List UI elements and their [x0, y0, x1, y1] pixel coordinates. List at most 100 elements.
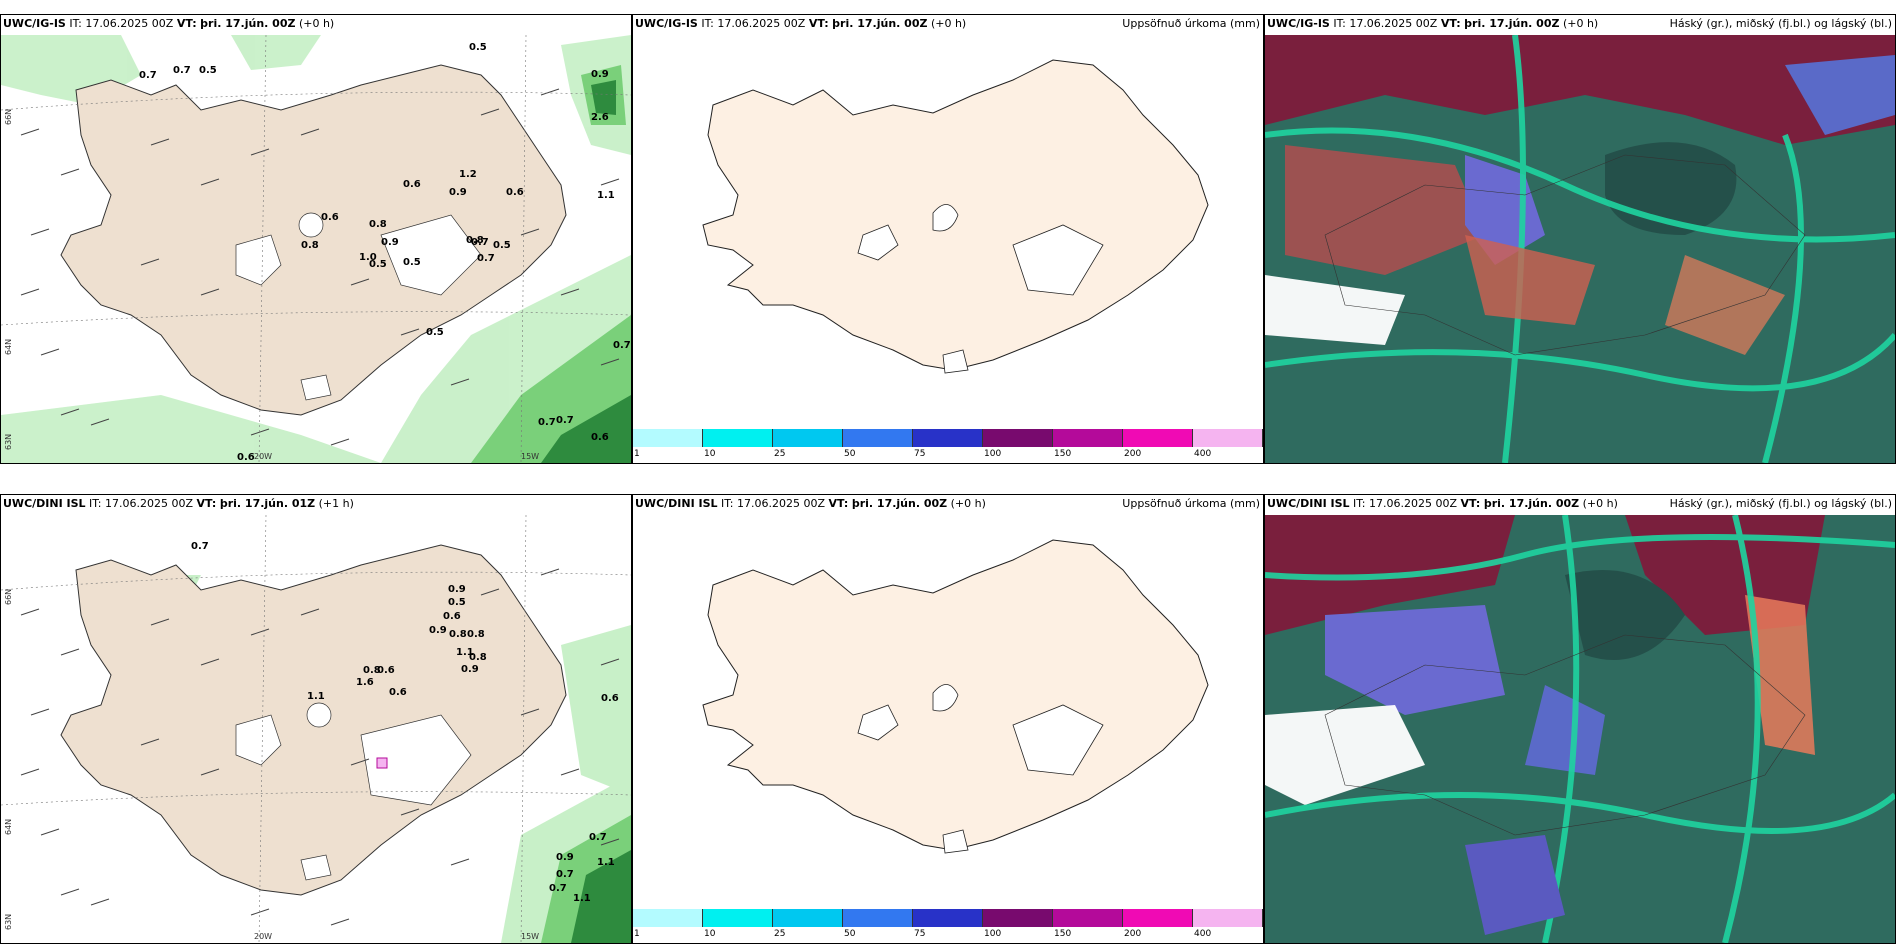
- valid-label: VT:: [808, 17, 829, 30]
- lead-time: (+0 h): [1562, 17, 1599, 30]
- precip-value: 0.9: [556, 852, 574, 863]
- precip-value: 0.7: [173, 65, 191, 76]
- init-time: IT: 17.06.2025 00Z: [69, 17, 174, 30]
- colorbar-cell: [773, 909, 843, 927]
- colorbar-tick-label: 400: [1194, 929, 1212, 939]
- model-name: UWC/IG-IS: [635, 17, 698, 30]
- precip-value: 0.5: [469, 42, 487, 53]
- panel-field-title: Háský (gr.), miðský (fj.bl.) og lágský (…: [1669, 17, 1892, 30]
- colorbar-tick-label: 50: [844, 929, 856, 939]
- colorbar-tick-label: 200: [1124, 449, 1142, 459]
- accum-precip-map: [702, 59, 1209, 374]
- colorbar-tick-label: 100: [984, 929, 1002, 939]
- precip-value: 0.5: [369, 259, 387, 270]
- colorbar-cell: [913, 909, 983, 927]
- lat-label: 66N: [4, 588, 13, 605]
- precip-value: 0.5: [426, 327, 444, 338]
- lead-time: (+0 h): [1582, 497, 1618, 510]
- panel-field-title: Háský (gr.), miðský (fj.bl.) og lágský (…: [1669, 497, 1892, 510]
- precip-value: 0.6: [601, 693, 619, 704]
- accum-precip-map: [702, 539, 1209, 854]
- init-time: IT: 17.06.2025 00Z: [1333, 17, 1438, 30]
- colorbar-cell: [703, 429, 773, 447]
- precip-value: 1.1: [597, 190, 615, 201]
- precip-value: 1.2: [459, 169, 477, 180]
- precip-value: 0.7: [477, 253, 495, 264]
- precip-value: 0.7: [471, 237, 489, 248]
- precip-value: 0.9: [381, 237, 399, 248]
- valid-label: VT:: [196, 497, 217, 510]
- precip-value: 1.0: [359, 252, 377, 263]
- precip-value: 0.8: [467, 629, 485, 640]
- colorbar-tick-label: 10: [704, 449, 716, 459]
- colorbar-tick-label: 150: [1054, 929, 1072, 939]
- precip-value: 0.5: [448, 597, 466, 608]
- lon-label: 20W: [254, 452, 273, 461]
- precip-value: 0.7: [556, 415, 574, 426]
- lat-label: 63N: [4, 433, 13, 450]
- colorbar-tick-label: 75: [914, 929, 926, 939]
- precip-value: 0.9: [448, 584, 466, 595]
- cloud-map: [1265, 515, 1895, 943]
- lon-label: 15W: [521, 932, 540, 941]
- precip-colorbar: 1 10 25 50 75 100 150 200 400: [633, 429, 1263, 463]
- precip-value: 1.1: [597, 857, 615, 868]
- precip-value: 0.9: [449, 187, 467, 198]
- colorbar-tick-label: 150: [1054, 449, 1072, 459]
- precip-value: 0.7: [191, 541, 209, 552]
- colorbar-cell: [1123, 909, 1193, 927]
- precip-value: 0.7: [139, 70, 157, 81]
- precip-value: 0.6: [377, 665, 395, 676]
- precip-value: 0.8: [466, 235, 484, 246]
- init-time: IT: 17.06.2025 00Z: [89, 497, 194, 510]
- panel-field-title: Uppsöfnuð úrkoma (mm): [1122, 17, 1260, 30]
- precip-value: 0.8: [469, 652, 487, 663]
- panel-field-title: Uppsöfnuð úrkoma (mm): [1122, 497, 1260, 510]
- precip-value: 0.6: [506, 187, 524, 198]
- panel-header: UWC/IG-IS IT: 17.06.2025 00Z VT: þri. 17…: [3, 17, 334, 30]
- colorbar-cell: [1053, 429, 1123, 447]
- precip-value: 1.6: [356, 677, 374, 688]
- precip-value: 0.5: [403, 257, 421, 268]
- precip-value: 0.8: [449, 629, 467, 640]
- precip-value: 2.6: [591, 112, 609, 123]
- colorbar-cell: [1123, 429, 1193, 447]
- precip-value: 0.9: [591, 69, 609, 80]
- colorbar-tick-label: 25: [774, 449, 786, 459]
- valid-label: VT:: [828, 497, 849, 510]
- colorbar-cell: [983, 909, 1053, 927]
- valid-time: þri. 17.jún. 00Z: [1483, 497, 1580, 510]
- colorbar-cell: [633, 909, 703, 927]
- precip-value: 0.9: [461, 664, 479, 675]
- panel-bottom-wind-precip: UWC/DINI ISL IT: 17.06.2025 00Z VT: þri.…: [0, 494, 632, 944]
- wind-precip-map: 0.7 0.7 0.5 0.5 0.9 2.6 1.1 0.6 0.8 0.9 …: [1, 35, 631, 463]
- precip-value: 0.5: [199, 65, 217, 76]
- lon-label: 20W: [254, 932, 273, 941]
- precip-value: 0.7: [613, 340, 631, 351]
- valid-time: þri. 17.jún. 00Z: [851, 497, 948, 510]
- precip-value: 0.5: [493, 240, 511, 251]
- model-name: UWC/IG-IS: [3, 17, 66, 30]
- lead-time: (+0 h): [298, 17, 335, 30]
- colorbar-tick-label: 1: [634, 929, 640, 939]
- lead-time: (+0 h): [930, 17, 967, 30]
- panel-header: UWC/IG-IS IT: 17.06.2025 00Z VT: þri. 17…: [635, 17, 966, 30]
- precip-value: 0.8: [301, 240, 319, 251]
- precip-value: 0.8: [363, 665, 381, 676]
- precip-value: 1.1: [307, 691, 325, 702]
- precip-value: 0.6: [443, 611, 461, 622]
- precip-value: 0.7: [556, 869, 574, 880]
- iceland-land: [60, 64, 567, 416]
- init-time: IT: 17.06.2025 00Z: [721, 497, 826, 510]
- precip-value: 0.6: [237, 452, 255, 463]
- precip-value: 0.7: [589, 832, 607, 843]
- panel-top-accum-precip: UWC/IG-IS IT: 17.06.2025 00Z VT: þri. 17…: [632, 14, 1264, 464]
- panel-header: UWC/IG-IS IT: 17.06.2025 00Z VT: þri. 17…: [1267, 17, 1598, 30]
- colorbar-tick-label: 75: [914, 449, 926, 459]
- init-time: IT: 17.06.2025 00Z: [1353, 497, 1458, 510]
- lon-label: 15W: [521, 452, 540, 461]
- lead-time: (+1 h): [318, 497, 354, 510]
- colorbar-tick-label: 1: [634, 449, 640, 459]
- precip-value: 0.6: [321, 212, 339, 223]
- colorbar-cell: [1193, 909, 1263, 927]
